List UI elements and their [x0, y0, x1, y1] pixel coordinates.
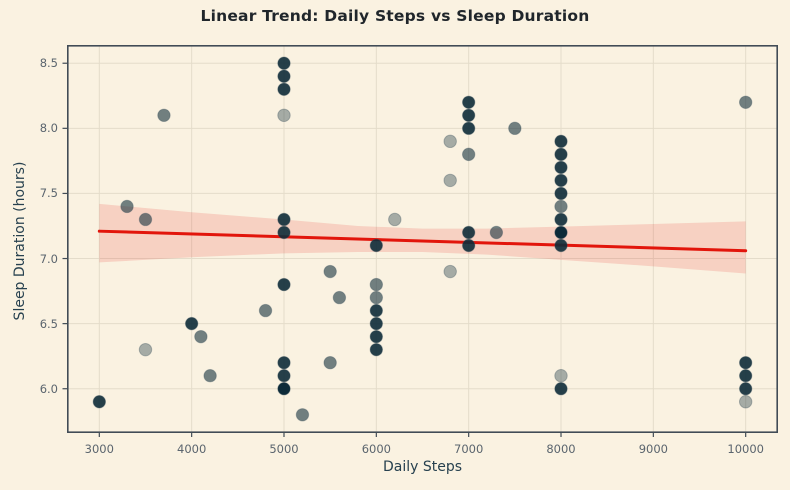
scatter-point — [554, 225, 568, 240]
scatter-point — [388, 212, 402, 227]
y-tick-label: 7.0 — [39, 251, 58, 266]
x-tick-label: 6000 — [361, 442, 391, 456]
scatter-point — [323, 264, 337, 279]
scatter-point — [323, 355, 337, 370]
scatter-point — [489, 225, 504, 240]
scatter-point — [184, 316, 199, 331]
x-tick-label: 10000 — [727, 442, 764, 456]
x-tick-label: 5000 — [269, 442, 299, 456]
scatter-point — [461, 108, 476, 123]
scatter-point — [443, 134, 457, 149]
scatter-point — [295, 408, 310, 422]
scatter-point — [554, 173, 568, 188]
x-tick-label: 9000 — [638, 442, 668, 456]
scatter-point — [332, 290, 347, 305]
scatter-point — [461, 121, 476, 136]
scatter-point — [738, 95, 753, 109]
scatter-point — [157, 108, 171, 123]
scatter-point — [277, 56, 291, 70]
scatter-point — [443, 264, 457, 279]
x-tick-label: 4000 — [177, 442, 207, 456]
scatter-point — [554, 369, 568, 383]
scatter-point — [277, 277, 291, 292]
scatter-point — [277, 355, 291, 370]
scatter-point — [554, 147, 568, 162]
y-tick-label: 7.5 — [39, 186, 58, 201]
scatter-point — [369, 277, 384, 292]
scatter-point — [554, 199, 568, 214]
x-tick-label: 3000 — [84, 442, 114, 456]
scatter-point — [138, 212, 153, 227]
plot-border — [67, 45, 779, 433]
x-axis-label: Daily Steps — [382, 459, 463, 475]
scatter-point — [120, 199, 134, 214]
scatter-point — [554, 186, 568, 201]
plot-area — [62, 45, 779, 437]
scatter-point — [461, 225, 476, 240]
scatter-point — [138, 342, 153, 357]
scatter-point — [461, 238, 476, 253]
scatter-point — [461, 95, 476, 109]
scatter-point — [277, 225, 291, 240]
scatter-point — [443, 173, 457, 188]
scatter-point — [554, 134, 568, 149]
scatter-point — [369, 303, 384, 318]
scatter-point — [277, 108, 291, 123]
scatter-point — [554, 382, 568, 396]
y-tick-label: 6.5 — [39, 316, 58, 331]
scatter-point — [554, 212, 568, 227]
scatter-point — [738, 355, 753, 370]
scatter-point — [92, 395, 107, 409]
scatter-point — [738, 382, 753, 396]
scatter-point — [508, 121, 522, 136]
scatter-point — [738, 395, 753, 409]
scatter-point — [277, 69, 291, 83]
confidence-band — [99, 203, 746, 274]
scatter-point — [277, 369, 291, 383]
y-tick-label: 8.5 — [39, 56, 58, 71]
scatter-point — [277, 382, 291, 396]
x-tick-label: 7000 — [454, 442, 484, 456]
scatter-point — [369, 290, 384, 305]
scatter-point — [554, 160, 568, 175]
y-tick-label: 8.0 — [39, 121, 58, 136]
scatter-point — [554, 238, 568, 253]
scatter-point — [369, 342, 384, 357]
scatter-point — [203, 369, 217, 383]
scatter-point — [461, 147, 476, 162]
scatter-point — [258, 303, 273, 318]
scatter-point — [369, 329, 384, 344]
scatter-point — [194, 329, 208, 344]
scatter-point — [738, 369, 753, 383]
scatter-point — [277, 212, 291, 227]
scatter-point — [369, 316, 384, 331]
y-tick-label: 6.0 — [39, 381, 58, 396]
scatter-point — [369, 238, 384, 253]
trend-line — [97, 229, 748, 253]
scatter-point — [277, 82, 291, 96]
x-tick-label: 8000 — [546, 442, 576, 456]
y-axis-label: Sleep Duration (hours) — [12, 161, 28, 321]
chart-title: Linear Trend: Daily Steps vs Sleep Durat… — [200, 7, 590, 25]
